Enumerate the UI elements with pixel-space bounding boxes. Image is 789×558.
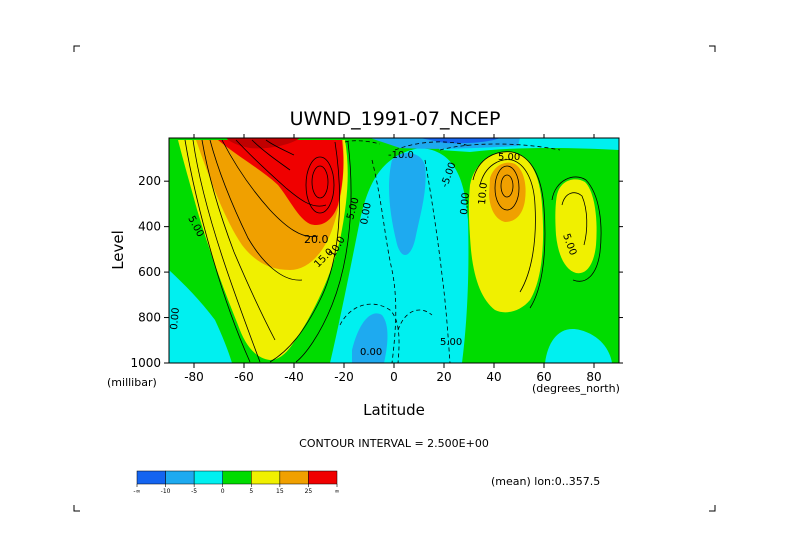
axis-ticks: -80 -60 -40 -20 0 20 40 60 80 200 400 600 800 1000 — [130, 134, 623, 384]
fill-yellow-north-polar — [555, 179, 597, 274]
colorbar: -∞ -10 -5 0 5 15 25 ∞ — [133, 470, 340, 495]
colorbar-label: -10 — [161, 488, 171, 495]
colorbar-label: -5 — [191, 488, 197, 495]
contour-label: 5.00 — [440, 337, 462, 348]
y-tick-label: 400 — [138, 220, 161, 234]
colorbar-label: ∞ — [335, 488, 340, 495]
chart-title: UWND_1991-07_NCEP — [290, 108, 501, 130]
contour-interval-note: CONTOUR INTERVAL = 2.500E+00 — [299, 437, 489, 450]
contour-lines — [184, 139, 602, 363]
y-tick-label: 1000 — [130, 356, 161, 370]
colorbar-swatch — [308, 470, 338, 485]
y-tick-label: 200 — [138, 174, 161, 188]
y-tick-label: 800 — [138, 311, 161, 325]
x-tick-label: 60 — [536, 370, 551, 384]
colorbar-swatch — [251, 470, 281, 485]
y-axis-units: (millibar) — [107, 376, 157, 389]
contour-label: 0.00 — [169, 307, 182, 330]
longitude-footnote: (mean) lon:0..357.5 — [491, 475, 600, 488]
contour-label: 10.0 — [477, 182, 490, 205]
x-tick-label: 0 — [390, 370, 398, 384]
colorbar-label: -∞ — [133, 488, 140, 495]
colorbar-swatch — [136, 470, 166, 485]
fill-darkred-south — [226, 138, 300, 149]
x-axis-units: (degrees_north) — [532, 382, 620, 395]
contour-label: 0.00 — [359, 202, 374, 226]
x-tick-label: 20 — [436, 370, 451, 384]
y-tick-label: 600 — [138, 265, 161, 279]
fill-orange-north — [489, 162, 526, 222]
fill-blue-tropical — [389, 153, 426, 255]
colorbar-label: 15 — [276, 488, 284, 495]
colorbar-swatch — [165, 470, 195, 485]
colorbar-label: 25 — [305, 488, 313, 495]
x-tick-label: 80 — [586, 370, 601, 384]
x-tick-label: -20 — [334, 370, 354, 384]
corner-marks — [73, 45, 716, 512]
plot-area: 5.00 20.0 15.0 10.0 5.00 0.00 0.00 0.00 … — [169, 138, 619, 363]
contour-label: 20.0 — [304, 233, 329, 246]
contour-label: 5.00 — [498, 152, 520, 163]
x-tick-label: -80 — [184, 370, 204, 384]
contour-label: -10.0 — [388, 150, 414, 161]
colorbar-swatch — [279, 470, 309, 485]
colorbar-swatch — [222, 470, 252, 485]
contour-label: 0.00 — [360, 347, 382, 358]
x-tick-label: -40 — [284, 370, 304, 384]
x-tick-label: -60 — [234, 370, 254, 384]
fill-cyan-north-low — [545, 329, 612, 363]
contour-label: 0.00 — [459, 192, 472, 215]
y-axis-label: Level — [109, 230, 127, 270]
colorbar-label: 5 — [249, 488, 253, 495]
fill-cyan-south — [169, 270, 232, 363]
colorbar-label: 0 — [221, 488, 225, 495]
colorbar-swatch — [193, 470, 223, 485]
x-axis-label: Latitude — [363, 401, 425, 419]
x-tick-label: 40 — [486, 370, 501, 384]
fill-cyan-tropics — [330, 148, 469, 363]
fill-blue-low — [352, 313, 388, 363]
